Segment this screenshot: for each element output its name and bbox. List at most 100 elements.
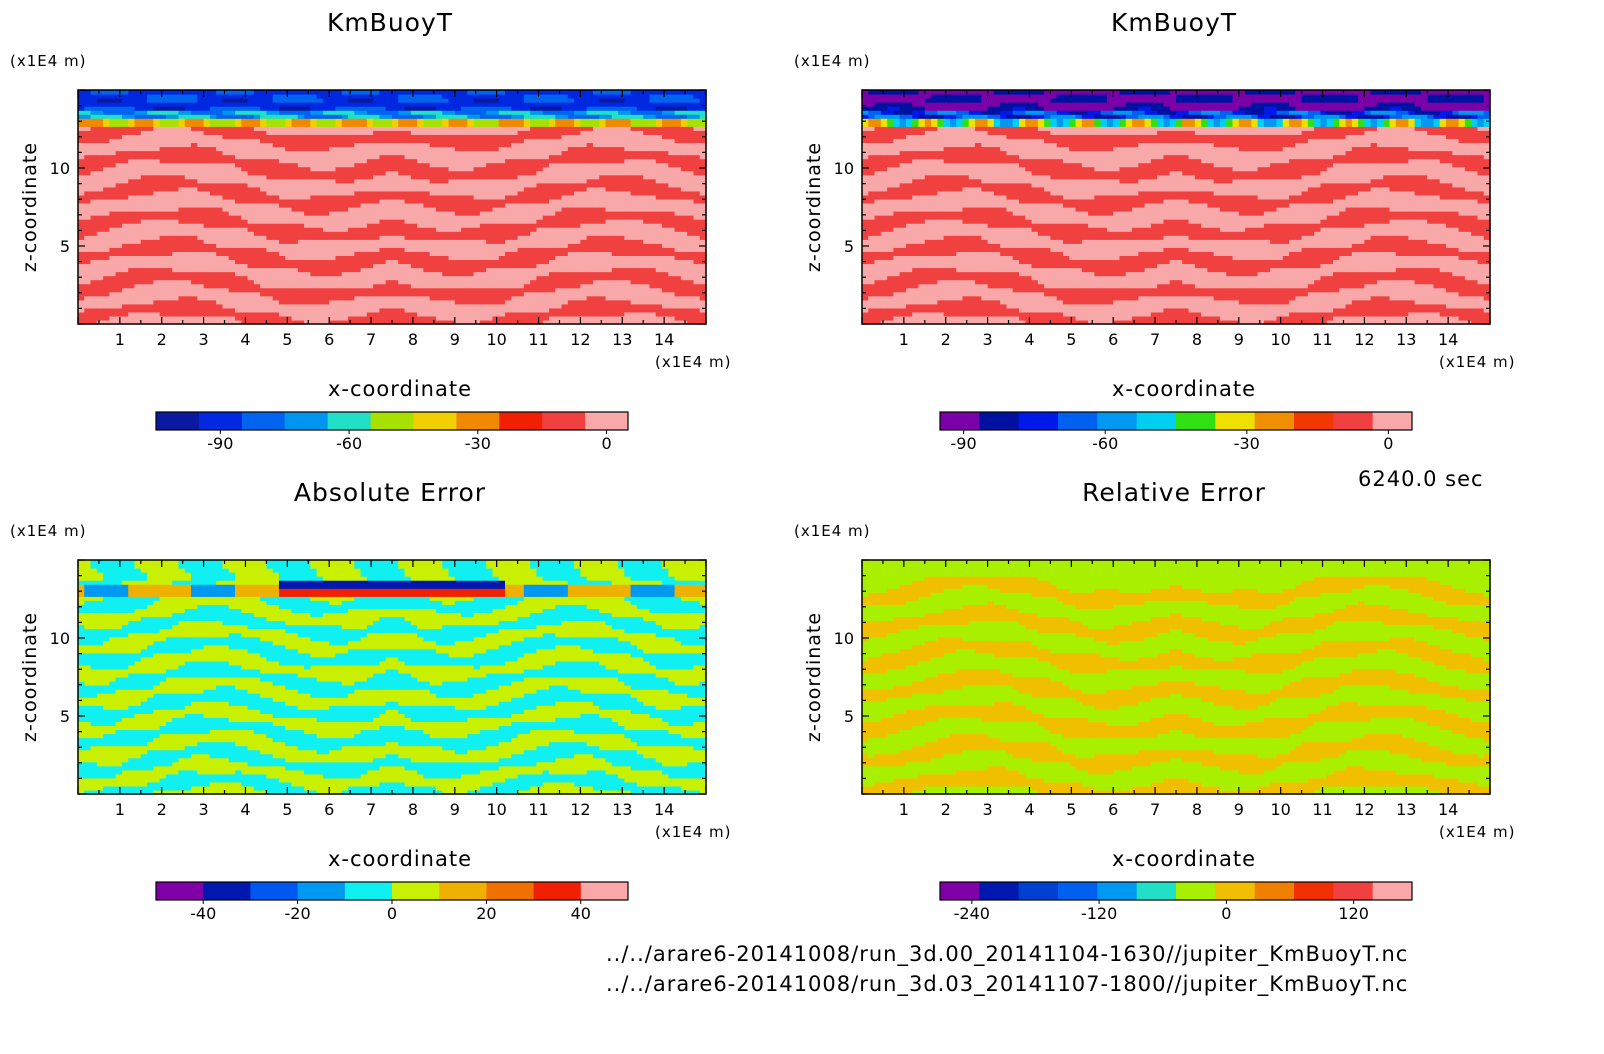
heatmap-cell [592, 259, 600, 265]
heatmap-cell [454, 223, 462, 228]
heatmap-cell [348, 223, 355, 228]
heatmap-cell [611, 170, 619, 176]
heatmap-cell [335, 130, 343, 135]
heatmap-cell [96, 98, 104, 103]
heatmap-cell [392, 170, 399, 176]
heatmap-cell [611, 251, 619, 257]
heatmap-cell [549, 231, 556, 236]
heatmap-cell [278, 271, 286, 277]
heatmap-cell [140, 118, 148, 123]
heatmap-cell [592, 194, 600, 200]
heatmap-cell [505, 211, 512, 216]
heatmap-cell [253, 114, 261, 119]
heatmap-cell [197, 215, 205, 220]
heatmap-cell [109, 259, 117, 265]
heatmap-cell [379, 223, 387, 228]
heatmap-cell [260, 154, 267, 160]
heatmap-cell [184, 283, 192, 289]
heatmap-cell [329, 279, 337, 285]
heatmap-cell [316, 239, 324, 244]
heatmap-cell [448, 142, 456, 148]
heatmap-cell [310, 255, 318, 261]
heatmap-cell [511, 194, 519, 200]
heatmap-cell [84, 146, 92, 152]
heatmap-cell [523, 170, 531, 176]
heatmap-cell [253, 202, 261, 208]
heatmap-cell [567, 198, 575, 204]
heatmap-cell [147, 182, 154, 188]
heatmap-cell [90, 158, 98, 164]
heatmap-cell [392, 243, 399, 248]
heatmap-cell [247, 126, 255, 131]
heatmap-cell [479, 263, 487, 269]
heatmap-cell [611, 263, 619, 269]
heatmap-cell [341, 291, 349, 297]
heatmap-cell [191, 94, 198, 99]
heatmap-cell [454, 263, 462, 269]
heatmap-cell [228, 194, 236, 200]
heatmap-cell [335, 106, 343, 111]
heatmap-cell [216, 223, 224, 228]
heatmap-cell [109, 299, 117, 305]
heatmap-cell [536, 150, 544, 156]
heatmap-cell [467, 267, 475, 273]
heatmap-cell [235, 166, 242, 172]
heatmap-cell [278, 267, 286, 273]
heatmap-cell [159, 219, 167, 224]
heatmap-cell [291, 239, 299, 244]
heatmap-cell [467, 114, 475, 119]
heatmap-cell [492, 138, 500, 144]
heatmap-cell [461, 134, 468, 140]
heatmap-cell [241, 227, 249, 232]
heatmap-cell [115, 202, 123, 208]
heatmap-cell [147, 271, 154, 277]
heatmap-cell [505, 239, 512, 244]
heatmap-cell [435, 251, 443, 257]
heatmap-cell [216, 106, 224, 111]
heatmap-cell [285, 158, 293, 164]
heatmap-cell [322, 170, 330, 176]
heatmap-cell [247, 251, 255, 257]
heatmap-cell [216, 299, 224, 305]
heatmap-cell [247, 134, 255, 140]
heatmap-cell [316, 162, 324, 168]
heatmap-cell [348, 299, 355, 305]
heatmap-cell [605, 247, 613, 252]
heatmap-cell [96, 263, 104, 269]
heatmap-cell [197, 122, 205, 127]
heatmap-cell [253, 319, 261, 325]
heatmap-cell [373, 102, 381, 107]
heatmap-cell [291, 283, 299, 289]
heatmap-cell [159, 303, 167, 309]
heatmap-cell [115, 231, 123, 236]
heatmap-cell [435, 319, 443, 325]
heatmap-cell [266, 110, 274, 115]
heatmap-cell [341, 247, 349, 252]
heatmap-cell [178, 150, 186, 156]
heatmap-cell [209, 303, 217, 309]
heatmap-cell [354, 243, 362, 248]
heatmap-cell [103, 247, 110, 252]
heatmap-cell [159, 255, 167, 261]
heatmap-cell [561, 207, 569, 212]
heatmap-cell [178, 114, 186, 119]
heatmap-cell [209, 235, 217, 240]
heatmap-cell [266, 207, 274, 212]
heatmap-cell [599, 170, 607, 176]
heatmap-cell [586, 303, 594, 309]
heatmap-cell [222, 166, 230, 172]
heatmap-cell [498, 186, 506, 192]
heatmap-cell [128, 174, 136, 180]
heatmap-cell [417, 98, 424, 103]
heatmap-cell [398, 130, 406, 135]
heatmap-cell [473, 307, 481, 313]
heatmap-cell [523, 315, 531, 321]
heatmap-cell [140, 311, 148, 317]
heatmap-cell [379, 102, 387, 107]
heatmap-cell [291, 243, 299, 248]
heatmap-cell [165, 130, 173, 135]
heatmap-cell [222, 235, 230, 240]
heatmap-cell [121, 138, 129, 144]
heatmap-cell [398, 142, 406, 148]
heatmap-cell [454, 178, 462, 184]
